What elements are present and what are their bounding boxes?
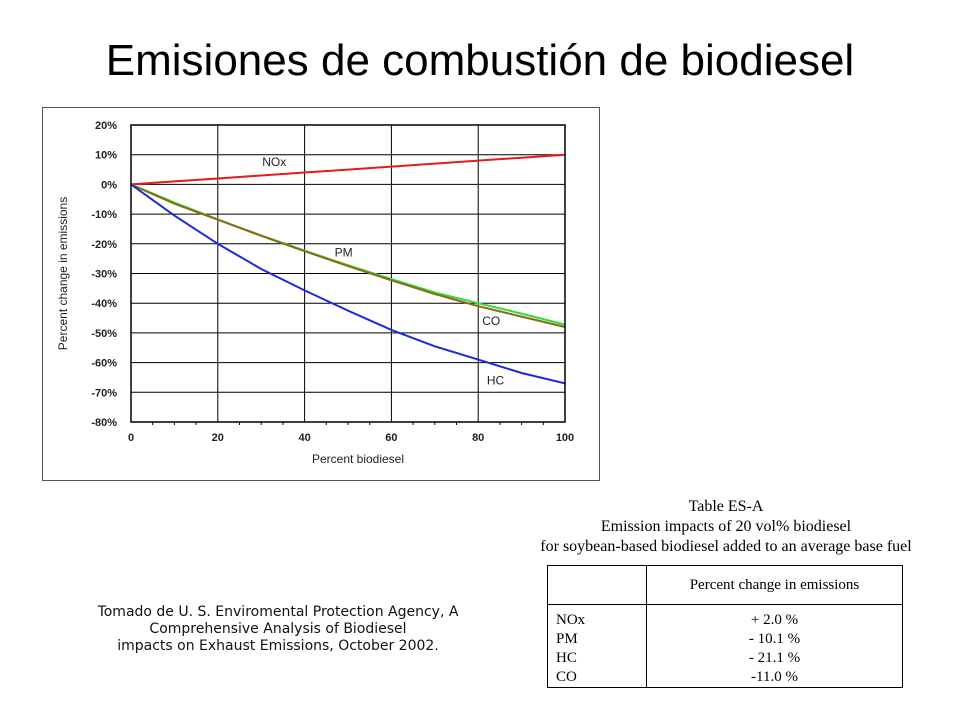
series-line-hc xyxy=(130,183,566,385)
y-tick-label: -10% xyxy=(91,209,117,221)
y-tick-label: -20% xyxy=(91,239,117,251)
y-tick-label: 20% xyxy=(95,120,117,132)
table-header-row: Percent change in emissions xyxy=(547,565,903,605)
percent-change-value: - 21.1 % xyxy=(748,650,801,666)
y-tick-label: -50% xyxy=(91,328,117,340)
table-body-row: NOx PM HC CO + 2.0 % - 10.1 % - 21.1 % -… xyxy=(547,604,903,688)
plot-border xyxy=(130,124,566,423)
y-axis-label: Percent change in emissions xyxy=(56,197,70,350)
x-tick-label: 60 xyxy=(385,432,397,444)
series-label-hc: HC xyxy=(487,373,505,387)
y-tick-label: -60% xyxy=(91,358,117,370)
x-tick-label: 20 xyxy=(212,432,224,444)
percent-change-value: -11.0 % xyxy=(751,669,798,685)
emissions-line-chart: 20% 10% 0% -10% -20% -30% -40% -50% -60% -70% -80%… xyxy=(56,120,574,466)
y-tick-label: -40% xyxy=(91,298,117,310)
series-label-co: CO xyxy=(482,314,500,328)
citation-line: Comprehensive Analysis of Biodiesel xyxy=(149,621,407,637)
series-line-co xyxy=(130,183,566,328)
y-tick-label: 0% xyxy=(101,179,117,191)
y-tick-label: -70% xyxy=(91,387,117,399)
pollutant-label: PM xyxy=(556,631,578,647)
x-tick-label: 0 xyxy=(128,432,134,444)
chart-axes xyxy=(130,124,566,425)
y-tick-label: -30% xyxy=(91,269,117,281)
pollutant-label: CO xyxy=(556,669,577,685)
citation-line: impacts on Exhaust Emissions, October 20… xyxy=(117,638,439,654)
source-citation: Tomado de U. S. Enviromental Protection … xyxy=(42,604,514,655)
x-tick-label: 100 xyxy=(556,432,574,444)
percent-change-value: - 10.1 % xyxy=(748,631,801,647)
series-label-nox: NOx xyxy=(262,155,286,169)
series-line-nox xyxy=(130,153,566,186)
pollutant-label: HC xyxy=(556,650,577,666)
x-axis-label: Percent biodiesel xyxy=(312,452,404,466)
slide-title: Emisiones de combustión de biodiesel xyxy=(105,36,855,85)
emission-impacts-table: Percent change in emissions NOx PM HC CO… xyxy=(547,565,903,688)
series-label-pm: PM xyxy=(335,246,353,260)
change-column: + 2.0 % - 10.1 % - 21.1 % -11.0 % xyxy=(646,604,903,688)
pollutant-label: NOx xyxy=(556,612,586,628)
table-column-header: Percent change in emissions xyxy=(646,565,903,605)
table-title: Table ES-A xyxy=(688,498,764,515)
x-tick-label: 40 xyxy=(298,432,310,444)
percent-change-value: + 2.0 % xyxy=(750,612,799,628)
y-tick-label: 10% xyxy=(95,150,117,162)
chart-series-lines xyxy=(130,153,566,385)
chart-text: 20% 10% 0% -10% -20% -30% -40% -50% -60% -70% -80%… xyxy=(56,120,574,466)
pollutant-column: NOx PM HC CO xyxy=(547,604,647,688)
table-caption: Table ES-A Emission impacts of 20 vol% b… xyxy=(496,497,956,557)
citation-line: Tomado de U. S. Enviromental Protection … xyxy=(97,604,459,620)
table-subtitle: Emission impacts of 20 vol% biodiesel xyxy=(600,518,852,535)
x-tick-label: 80 xyxy=(472,432,484,444)
y-tick-label: -80% xyxy=(91,417,117,429)
chart-panel: 20% 10% 0% -10% -20% -30% -40% -50% -60% -70% -80%… xyxy=(42,107,600,481)
table-subtitle: for soybean-based biodiesel added to an … xyxy=(540,538,912,555)
table-corner-cell xyxy=(547,565,647,605)
